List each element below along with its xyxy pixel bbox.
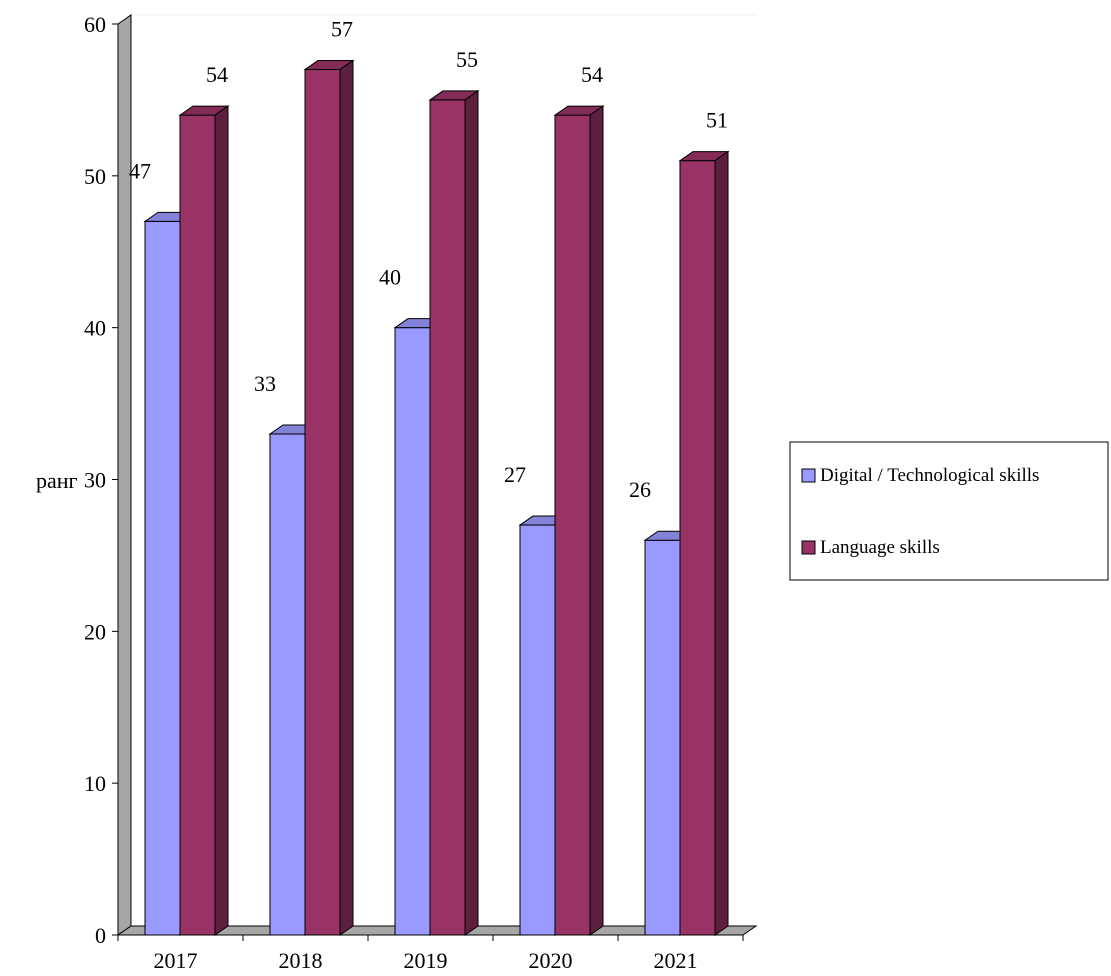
y-tick-label-0: 0 <box>95 923 106 948</box>
data-label-digital-2017: 47 <box>129 158 151 183</box>
bar-front <box>269 433 306 936</box>
data-label-digital-2018: 33 <box>254 371 276 396</box>
x-tick-label-2019: 2019 <box>404 948 448 973</box>
y-axis-label: ранг <box>36 468 78 493</box>
y-tick-label-20: 20 <box>84 619 106 644</box>
legend-swatch-digital <box>801 468 816 483</box>
data-label-language-2018: 57 <box>331 17 353 42</box>
data-label-digital-2019: 40 <box>379 265 401 290</box>
bars: 47 54 33 57 40 55 27 54 26 51 <box>129 17 730 936</box>
bar-side <box>714 150 729 936</box>
y-tick-label-50: 50 <box>84 164 106 189</box>
bar-side <box>339 59 354 936</box>
bar-front <box>144 220 181 936</box>
bar-language-2018 <box>303 59 355 936</box>
data-label-language-2017: 54 <box>206 62 228 87</box>
bar-language-2019 <box>428 89 480 936</box>
bar-front <box>644 539 681 936</box>
x-tick-label-2021: 2021 <box>654 948 698 973</box>
x-tick-label-2020: 2020 <box>529 948 573 973</box>
bar-language-2021 <box>678 150 730 936</box>
legend-label-digital: Digital / Technological skills <box>820 465 1039 486</box>
bar-language-2017 <box>178 105 230 936</box>
legend-label-language: Language skills <box>820 537 940 558</box>
y-tick-label-30: 30 <box>84 468 106 493</box>
data-label-language-2019: 55 <box>456 47 478 72</box>
bar-front <box>679 160 716 936</box>
legend: Digital / Technological skills Language s… <box>789 441 1109 581</box>
data-label-language-2021: 51 <box>706 108 728 133</box>
y-tick-label-40: 40 <box>84 316 106 341</box>
y-tick-label-10: 10 <box>84 771 106 796</box>
bar-side <box>589 105 604 936</box>
legend-swatch-language <box>801 540 816 555</box>
legend-box <box>789 441 1109 581</box>
bar-side <box>214 105 229 936</box>
bar-front <box>179 114 216 936</box>
bar-side <box>464 89 479 936</box>
data-label-digital-2021: 26 <box>629 477 651 502</box>
data-label-digital-2020: 27 <box>504 462 526 487</box>
axes: 0 10 20 30 40 50 60 2017 2018 2019 2020 2021 <box>84 12 744 973</box>
bar-front <box>519 524 556 936</box>
bar-front <box>394 327 431 936</box>
bar-front <box>304 69 341 936</box>
side-wall <box>117 14 132 936</box>
x-tick-label-2018: 2018 <box>279 948 323 973</box>
bar-front <box>554 114 591 936</box>
bar-front <box>429 99 466 936</box>
x-tick-label-2017: 2017 <box>154 948 198 973</box>
y-tick-label-60: 60 <box>84 12 106 37</box>
bar-language-2020 <box>553 105 605 936</box>
data-label-language-2020: 54 <box>581 62 603 87</box>
